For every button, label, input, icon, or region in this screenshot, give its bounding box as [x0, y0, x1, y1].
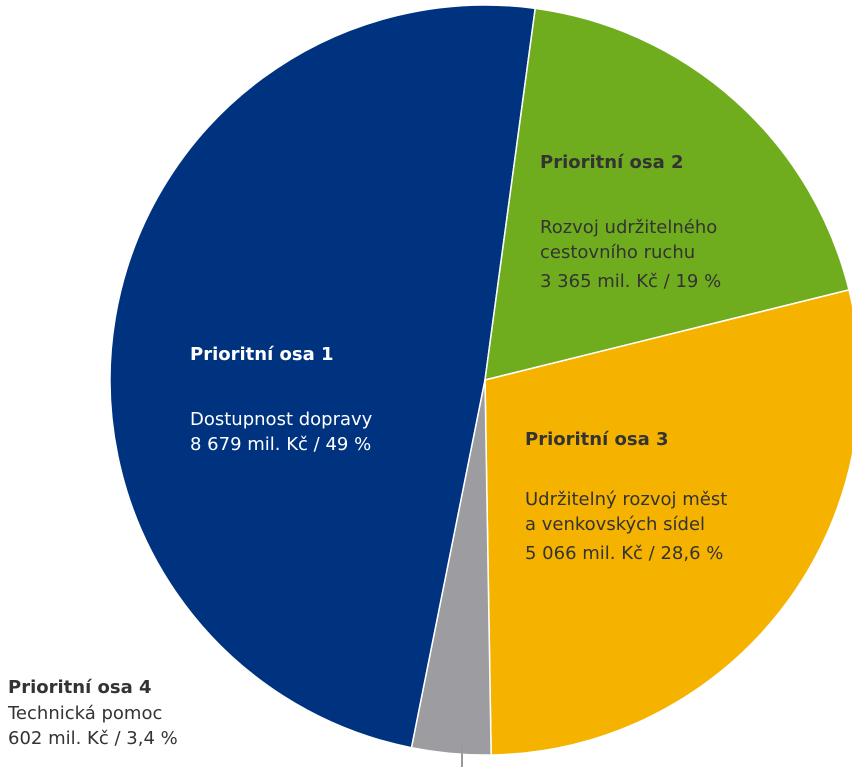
slice-description: Udržitelný rozvoj měst	[525, 489, 727, 510]
slice-description: cestovního ruchu	[540, 242, 695, 263]
slice-description: Dostupnost dopravy	[190, 409, 373, 430]
slice	[109, 4, 537, 749]
slice-description: a venkovských sídel	[525, 514, 705, 535]
value-label: 8 679 mil. Kč / 49 %	[190, 434, 371, 455]
slice-description: Technická pomoc	[7, 703, 162, 724]
value-label: 5 066 mil. Kč / 28,6 %	[525, 543, 723, 564]
slice	[484, 289, 852, 756]
slice-name: Prioritní osa 2	[540, 152, 684, 173]
slice-description: Rozvoj udržitelného	[540, 217, 717, 238]
value-label: 602 mil. Kč / 3,4 %	[8, 728, 178, 749]
slice-name: Prioritní osa 3	[525, 429, 669, 450]
slice	[484, 7, 850, 381]
slices	[109, 4, 852, 756]
slice	[410, 379, 492, 756]
value-label: 3 365 mil. Kč / 19 %	[540, 271, 721, 292]
slice-name: Prioritní osa 4	[8, 677, 152, 698]
slice-name: Prioritní osa 1	[190, 344, 334, 365]
